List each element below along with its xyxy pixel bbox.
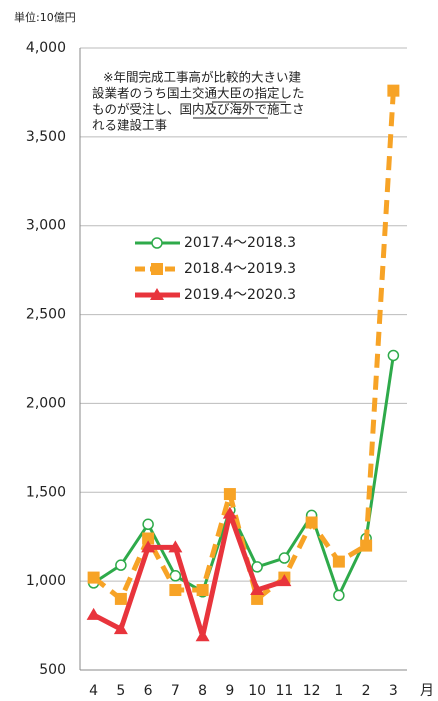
point: [142, 518, 154, 531]
series-line: [92, 511, 286, 639]
y-tick-label: 1,000: [26, 573, 66, 589]
point: [387, 84, 400, 97]
x-tick-label: 5: [116, 683, 125, 699]
point: [251, 592, 264, 605]
x-tick-label: 3: [389, 683, 398, 699]
annotation: 設業者のうち国土交通大臣の指定した: [92, 86, 305, 101]
y-tick-label: 1,500: [26, 484, 66, 500]
x-tick-label: 8: [198, 683, 207, 699]
x-tick-label: 10: [248, 683, 266, 699]
point: [196, 584, 209, 597]
point: [277, 574, 292, 587]
legend-marker: [150, 288, 164, 300]
y-tick-label: 2,000: [26, 395, 66, 411]
x-tick-label: 2: [362, 683, 371, 699]
legend-marker: [151, 263, 163, 275]
point: [360, 539, 373, 552]
point: [333, 589, 345, 602]
point: [387, 349, 400, 362]
y-tick-label: 3,000: [26, 218, 66, 234]
point: [86, 607, 101, 620]
legend-label: 2017.4〜2018.3: [184, 235, 296, 251]
annotation: ものが受注し、国内及び海外で施工さ: [92, 102, 305, 117]
x-tick-label: 4: [89, 683, 98, 699]
x-tick-label: 7: [171, 683, 180, 699]
x-tick-label: 9: [225, 683, 234, 699]
point: [222, 506, 237, 519]
x-tick-label: 12: [303, 683, 321, 699]
point: [115, 559, 127, 571]
point: [114, 592, 127, 605]
point: [332, 555, 345, 568]
unit-label: 単位:10億円: [14, 10, 76, 24]
annotation: ※年間完成工事高が比較的大きい建: [103, 70, 301, 85]
point: [223, 488, 236, 501]
legend-marker: [151, 237, 163, 249]
point: [113, 622, 128, 635]
point: [142, 532, 155, 545]
point: [169, 584, 182, 597]
point: [278, 552, 291, 564]
annotation: れる建設工事: [92, 118, 167, 133]
y-tick-label: 500: [39, 662, 66, 678]
point: [87, 571, 100, 584]
point: [141, 540, 156, 553]
series-line: [92, 90, 396, 602]
point: [251, 561, 263, 573]
y-tick-label: 4,000: [26, 40, 66, 56]
point: [169, 570, 182, 582]
point: [305, 516, 318, 529]
x-tick-label: 1: [334, 683, 343, 699]
x-tick-label: 11: [275, 683, 293, 699]
y-tick-label: 3,500: [26, 129, 66, 145]
point: [250, 583, 265, 596]
legend-label: 2018.4〜2019.3: [184, 261, 296, 277]
x-tick-label: 6: [144, 683, 153, 699]
legend-label: 2019.4〜2020.3: [184, 287, 296, 303]
y-tick-label: 2,500: [26, 307, 66, 323]
point: [168, 540, 183, 553]
x-unit: 月: [420, 683, 434, 699]
point: [195, 629, 210, 642]
